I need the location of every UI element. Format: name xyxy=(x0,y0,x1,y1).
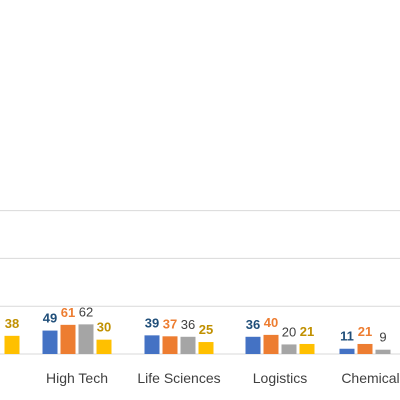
bar xyxy=(78,324,94,354)
data-label: 25 xyxy=(199,322,213,337)
bar xyxy=(96,339,112,354)
bar xyxy=(180,336,196,354)
data-label: 62 xyxy=(79,304,93,319)
bar xyxy=(4,335,20,354)
category-label: Logistics xyxy=(253,370,307,386)
bar xyxy=(60,324,76,354)
data-label: 49 xyxy=(43,311,57,326)
bar xyxy=(263,334,279,354)
data-label-group: 38 49 61 62 30 39 37 36 25 36 40 20 21 11 21 9 xyxy=(5,304,387,344)
category-label: Food xyxy=(0,370,1,386)
data-label: 36 xyxy=(181,317,195,332)
bar xyxy=(144,335,160,354)
bar xyxy=(42,330,58,354)
category-label-group: Food High Tech Life Sciences Logistics Chemi… xyxy=(0,370,400,386)
data-label: 39 xyxy=(145,315,159,330)
data-label: 37 xyxy=(163,316,177,331)
data-label: 40 xyxy=(264,315,278,330)
category-label: High Tech xyxy=(46,370,108,386)
bar-group xyxy=(4,324,391,354)
data-label: 38 xyxy=(5,316,19,331)
bar xyxy=(339,348,355,354)
data-label: 30 xyxy=(97,320,111,335)
data-label: 21 xyxy=(358,324,372,339)
data-label: 20 xyxy=(282,324,296,339)
data-label: 9 xyxy=(379,330,386,345)
data-label: 21 xyxy=(300,324,314,339)
bar xyxy=(281,344,297,354)
bar xyxy=(357,343,373,354)
category-label: Chemicals xyxy=(341,370,400,386)
bar xyxy=(375,349,391,354)
bar xyxy=(299,343,315,354)
bar xyxy=(198,342,214,354)
data-label: 36 xyxy=(246,317,260,332)
category-label: Life Sciences xyxy=(137,370,220,386)
data-label: 61 xyxy=(61,305,75,320)
bar xyxy=(245,336,261,354)
bar xyxy=(162,336,178,354)
data-label: 11 xyxy=(340,329,354,344)
